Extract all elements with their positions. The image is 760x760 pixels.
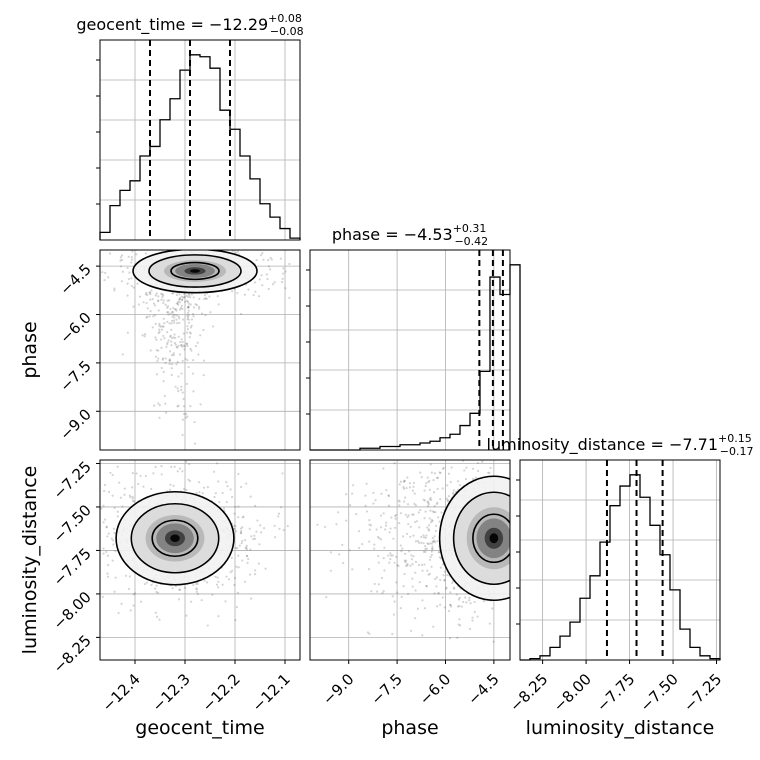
x-tick-label: −7.25: [680, 670, 725, 715]
y-tick-label: −7.75: [50, 545, 95, 590]
contour-line-2: [151, 519, 199, 558]
marks-layer: [99, 40, 721, 661]
x-tick-label: −9.0: [319, 670, 357, 708]
x-tick-label: −7.50: [637, 670, 682, 715]
x-tick-label: −12.1: [249, 670, 294, 715]
contour-line-2: [170, 261, 220, 281]
density-ring: [489, 533, 499, 544]
contour-line-1: [130, 502, 220, 574]
y-tick-label: −7.50: [50, 501, 95, 546]
contour-line-1: [452, 491, 510, 586]
panel-2d-geocent_time-luminosity_distance: [100, 460, 289, 627]
panel-frame: [309, 249, 511, 451]
contour-line-1: [148, 254, 242, 288]
contour-line-2: [472, 513, 510, 564]
panel-frame: [99, 39, 301, 241]
x-tick-label: −4.5: [464, 670, 502, 708]
panel-frame: [99, 459, 301, 661]
panel-title-luminosity_distance: luminosity_distance = −7.71+0.15 −0.17: [487, 432, 754, 458]
contour-line-0: [115, 490, 235, 586]
x-tick-label: −8.25: [506, 670, 551, 715]
axes-layer: [96, 39, 721, 664]
x-tick-label: −7.75: [593, 670, 638, 715]
x-axis-label-geocent_time: geocent_time: [135, 717, 264, 739]
panel-title-phase: phase = −4.53+0.31 −0.42: [332, 222, 488, 248]
panel-frame: [99, 249, 301, 451]
x-axis-label-luminosity_distance: luminosity_distance: [526, 717, 715, 739]
density-ring: [170, 534, 180, 542]
panel-frame: [519, 459, 721, 661]
x-tick-label: −8.00: [550, 670, 595, 715]
histogram-luminosity_distance: [520, 474, 721, 661]
y-tick-label: −6.0: [56, 309, 94, 347]
histogram-geocent_time: [99, 54, 301, 240]
x-tick-label: −6.0: [416, 670, 454, 708]
y-tick-label: −8.25: [50, 631, 95, 676]
x-tick-label: −7.5: [367, 670, 405, 708]
y-tick-label: −7.5: [56, 357, 94, 395]
y-tick-label: −8.00: [50, 588, 95, 633]
x-tick-label: −12.4: [99, 670, 144, 715]
density-layer: [100, 250, 510, 643]
panel-2d-geocent_time-phase: [101, 250, 291, 445]
x-tick-label: −12.2: [199, 670, 244, 715]
y-axis-label-phase: phase: [19, 321, 41, 378]
contour-line-0: [438, 475, 510, 602]
y-axis-label-luminosity_distance: luminosity_distance: [19, 466, 41, 655]
histogram-phase: [310, 264, 521, 451]
x-tick-label: −12.3: [149, 670, 194, 715]
panel-frame: [309, 459, 511, 661]
contour-line-0: [132, 250, 258, 294]
x-axis-label-phase: phase: [381, 717, 438, 739]
panel-2d-phase-luminosity_distance: [316, 460, 510, 643]
panel-title-geocent_time: geocent_time = −12.29+0.08 −0.08: [76, 12, 303, 38]
density-ring: [190, 269, 200, 273]
y-tick-label: −9.0: [56, 405, 94, 443]
y-tick-label: −7.25: [50, 458, 95, 503]
y-tick-label: −4.5: [56, 260, 94, 298]
